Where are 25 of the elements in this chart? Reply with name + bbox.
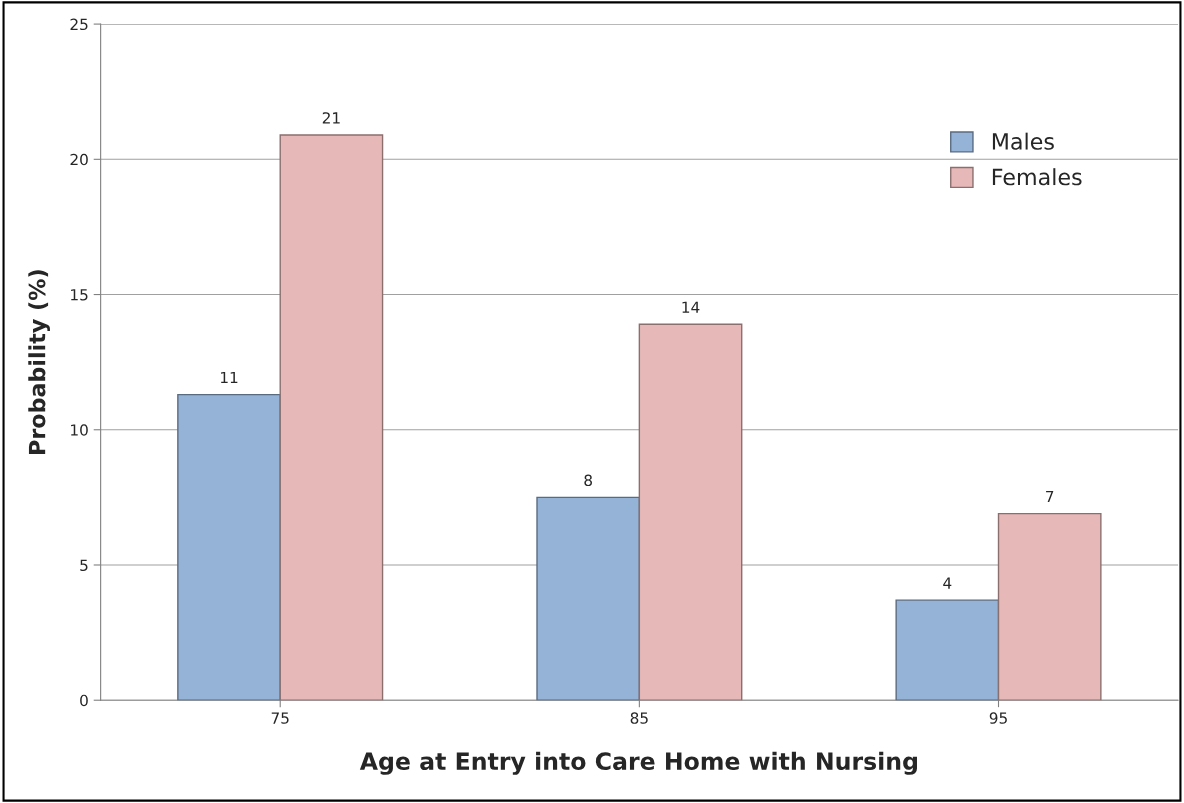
data-label: 4 [943, 577, 952, 589]
data-label: 21 [322, 112, 340, 124]
x-axis-title: Age at Entry into Care Home with Nursing [359, 751, 917, 775]
data-label: 7 [1046, 490, 1054, 503]
bar [536, 496, 641, 701]
bar [895, 599, 1000, 701]
x-tick-label: 75 [271, 712, 289, 724]
y-tick-label: 10 [71, 424, 88, 436]
bar [177, 393, 281, 701]
data-label: 8 [584, 474, 592, 487]
y-tick-label: 15 [71, 289, 88, 301]
y-tick-label: 0 [80, 694, 88, 707]
y-tick-label: 5 [80, 559, 88, 572]
legend-label: Males [992, 132, 1054, 150]
y-axis-title: Probability (%) [28, 270, 50, 454]
x-tick-label: 95 [989, 712, 1007, 724]
y-tick-label: 25 [70, 18, 88, 31]
bar [279, 134, 384, 701]
legend-label: Females [992, 168, 1082, 186]
bar [638, 323, 743, 701]
x-tick-label: 85 [630, 712, 648, 724]
data-label: 11 [220, 371, 238, 384]
bar [997, 512, 1102, 701]
data-label: 14 [682, 301, 700, 313]
y-tick-label: 20 [70, 153, 88, 166]
